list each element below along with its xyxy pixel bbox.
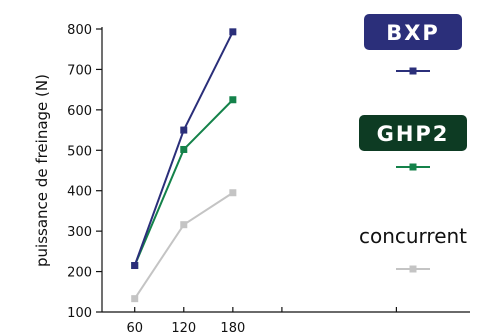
legend-item-bxp: BXP xyxy=(364,14,462,75)
y-tick-label: 500 xyxy=(67,144,92,159)
x-tick-label: 180 xyxy=(220,321,245,336)
axes xyxy=(101,27,470,313)
series-concurrent xyxy=(131,189,237,303)
data-point xyxy=(229,28,237,36)
legend-swatch-marker xyxy=(409,67,417,75)
x-axis-ticks: 60 120 180 xyxy=(126,307,397,336)
y-axis-ticks: 100 200 300 400 500 600 700 800 xyxy=(67,23,102,321)
y-tick-label: 100 xyxy=(67,306,92,321)
series-layer xyxy=(131,28,237,303)
legend-badge xyxy=(364,14,462,50)
legend: BXP GHP2 concurrent xyxy=(359,14,467,273)
data-point xyxy=(229,96,237,104)
y-tick-label: 200 xyxy=(67,266,92,281)
y-tick-label: 700 xyxy=(67,63,92,78)
data-point xyxy=(180,126,188,134)
series-ghp2 xyxy=(131,96,237,270)
legend-label: GHP2 xyxy=(377,122,450,146)
legend-swatch-marker xyxy=(409,163,417,171)
legend-item-concurrent: concurrent xyxy=(359,224,467,273)
series-line xyxy=(133,99,234,266)
data-point xyxy=(180,221,188,229)
legend-label: BXP xyxy=(386,21,440,45)
data-point xyxy=(131,295,139,303)
legend-badge xyxy=(359,115,467,151)
legend-swatch-marker xyxy=(409,265,417,273)
x-tick-label: 60 xyxy=(126,321,143,336)
data-point xyxy=(229,189,237,197)
y-axis-title: puissance de freinage (N) xyxy=(33,74,51,267)
y-tick-label: 400 xyxy=(67,185,92,200)
y-tick-label: 800 xyxy=(67,23,92,38)
data-point xyxy=(131,262,139,270)
series-bxp xyxy=(131,28,237,270)
x-tick-label: 120 xyxy=(171,321,196,336)
legend-item-ghp2: GHP2 xyxy=(359,115,467,171)
series-line xyxy=(133,191,234,300)
legend-label: concurrent xyxy=(359,224,467,248)
data-point xyxy=(180,145,188,153)
y-tick-label: 600 xyxy=(67,104,92,119)
y-tick-label: 300 xyxy=(67,225,92,240)
